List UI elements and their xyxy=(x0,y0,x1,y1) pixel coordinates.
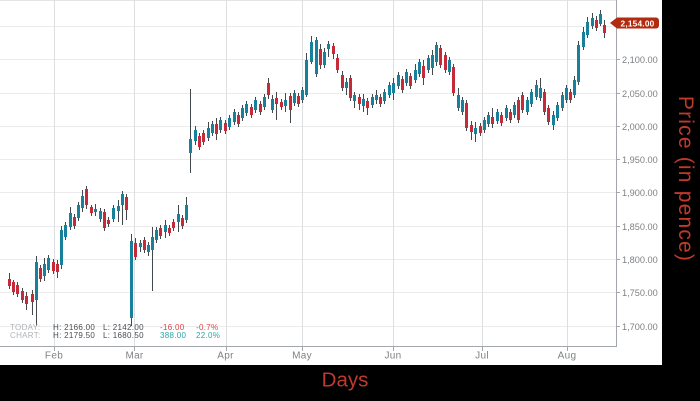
svg-text:TODAY:: TODAY: xyxy=(10,323,40,332)
svg-text:2,000.00: 2,000.00 xyxy=(622,122,658,132)
svg-text:Aug: Aug xyxy=(558,351,577,362)
svg-text:1,850.00: 1,850.00 xyxy=(622,222,658,232)
svg-text:H: 2179.50: H: 2179.50 xyxy=(53,331,95,340)
svg-text:Days: Days xyxy=(322,368,369,391)
svg-text:Price (in pence): Price (in pence) xyxy=(674,96,697,262)
svg-text:22.0%: 22.0% xyxy=(196,331,220,340)
svg-text:2,154.00: 2,154.00 xyxy=(621,18,655,28)
svg-text:Jul: Jul xyxy=(475,351,489,362)
svg-text:L: 1680.50: L: 1680.50 xyxy=(103,331,144,340)
svg-text:Apr: Apr xyxy=(217,351,234,362)
svg-text:H: 2166.00: H: 2166.00 xyxy=(53,323,95,332)
svg-text:Mar: Mar xyxy=(125,351,143,362)
svg-text:388.00: 388.00 xyxy=(160,331,187,340)
svg-text:1,900.00: 1,900.00 xyxy=(622,188,658,198)
svg-text:1,800.00: 1,800.00 xyxy=(622,255,658,265)
svg-text:1,950.00: 1,950.00 xyxy=(622,155,658,165)
svg-text:-0.7%: -0.7% xyxy=(196,323,218,332)
svg-text:1,750.00: 1,750.00 xyxy=(622,288,658,298)
svg-text:May: May xyxy=(292,351,312,362)
svg-text:CHART:: CHART: xyxy=(10,331,41,340)
svg-text:2,050.00: 2,050.00 xyxy=(622,89,658,99)
svg-text:L: 2142.00: L: 2142.00 xyxy=(103,323,144,332)
svg-text:Jun: Jun xyxy=(384,351,401,362)
svg-text:2,100.00: 2,100.00 xyxy=(622,55,658,65)
svg-text:Feb: Feb xyxy=(45,351,63,362)
svg-text:1,700.00: 1,700.00 xyxy=(622,322,658,332)
svg-text:-16.00: -16.00 xyxy=(160,323,185,332)
